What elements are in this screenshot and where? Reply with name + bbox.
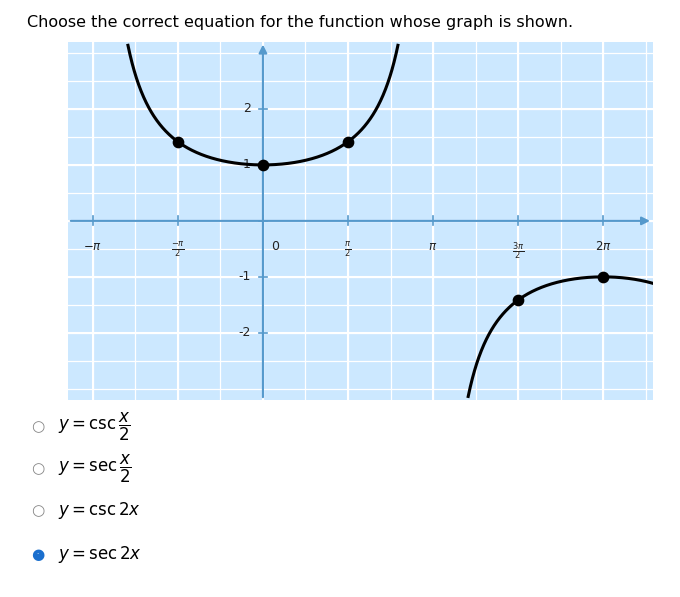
Text: $\frac{\pi}{2}$: $\frac{\pi}{2}$ <box>344 241 352 260</box>
Text: $y=\csc 2x$: $y=\csc 2x$ <box>58 500 141 521</box>
Text: -2: -2 <box>239 327 251 339</box>
Text: $y=\csc\dfrac{x}{2}$: $y=\csc\dfrac{x}{2}$ <box>58 411 131 443</box>
Point <box>343 137 354 146</box>
Text: ○: ○ <box>31 503 44 518</box>
Text: 1: 1 <box>243 158 251 171</box>
Text: $y=\sec 2x$: $y=\sec 2x$ <box>58 543 141 565</box>
Text: $\pi$: $\pi$ <box>428 241 438 254</box>
Text: -1: -1 <box>239 270 251 284</box>
Text: 2: 2 <box>243 103 251 115</box>
Point <box>173 137 184 146</box>
Text: $\frac{-\pi}{2}$: $\frac{-\pi}{2}$ <box>171 241 185 260</box>
Text: ○: ○ <box>31 419 44 435</box>
Text: ●: ● <box>31 546 44 562</box>
Text: Choose the correct equation for the function whose graph is shown.: Choose the correct equation for the func… <box>27 15 573 30</box>
Text: ·: · <box>36 551 39 557</box>
Text: $2\pi$: $2\pi$ <box>595 241 611 254</box>
Text: $\frac{3\pi}{2}$: $\frac{3\pi}{2}$ <box>512 241 524 262</box>
Point <box>513 296 524 305</box>
Text: $y=\sec\dfrac{x}{2}$: $y=\sec\dfrac{x}{2}$ <box>58 453 132 485</box>
Text: 0: 0 <box>271 241 279 254</box>
Point <box>258 160 269 170</box>
Point <box>598 272 609 282</box>
Text: $-\pi$: $-\pi$ <box>83 241 103 254</box>
Text: ○: ○ <box>31 461 44 476</box>
